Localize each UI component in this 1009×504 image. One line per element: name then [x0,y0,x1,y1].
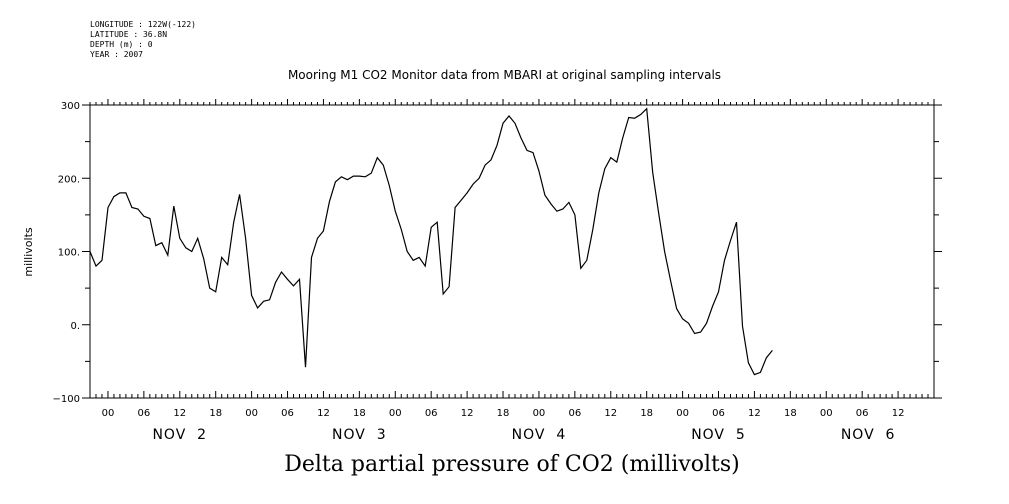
plot-frame [89,104,935,399]
y-tick-label: 300 [61,101,80,112]
x-tick-label: 12 [317,408,330,419]
day-label: NOV 5 [691,427,746,443]
day-label: NOV 2 [152,427,207,443]
x-tick-label: 18 [640,408,653,419]
x-tick-label: 18 [784,408,797,419]
x-tick-label: 12 [173,408,186,419]
day-label: NOV 6 [841,427,896,443]
x-tick-label: 00 [676,408,689,419]
x-tick-label: 12 [461,408,474,419]
day-label: NOV 3 [332,427,387,443]
day-labels: NOV 2 NOV 3 NOV 4 NOV 5 NOV 6 [152,427,896,443]
x-tick-label: 06 [281,408,294,419]
tick-marks [82,99,942,399]
x-tick-label: 00 [245,408,258,419]
depth-label: DEPTH (m) : 0 [90,40,153,49]
series-line [89,107,773,376]
year-label: YEAR : 2007 [90,50,143,59]
x-axis-title: Delta partial pressure of CO2 (millivolt… [284,452,740,477]
y-tick-label: 100. [58,248,80,259]
location-metadata: LONGITUDE : 122W(-122) LATITUDE : 36.8N … [90,20,196,60]
x-tick-label: 06 [856,408,869,419]
x-tick-label: 00 [533,408,546,419]
x-tick-label: 06 [568,408,581,419]
x-tick-label: 12 [892,408,905,419]
x-tick-label: 18 [209,408,222,419]
x-tick-label: 12 [604,408,617,419]
y-tick-label: 0. [70,321,80,332]
day-label: NOV 4 [512,427,567,443]
chart-title: Mooring M1 CO2 Monitor data from MBARI a… [287,68,722,82]
y-axis-title: millivolts [22,227,35,277]
x-tick-label: 06 [138,408,151,419]
y-tick-label: −100 [53,394,80,405]
y-tick-label: 200. [58,174,80,185]
x-tick-label: 18 [353,408,366,419]
longitude-label: LONGITUDE : 122W(-122) [90,20,196,29]
x-tick-label: 00 [389,408,402,419]
x-tick-label: 12 [748,408,761,419]
x-tick-label: 06 [425,408,438,419]
tick-labels: 300 200. 100. 0. −100 00 06 12 18 00 06 12 18 00 06 12 1… [53,101,905,419]
x-tick-label: 06 [712,408,725,419]
x-tick-label: 18 [497,408,510,419]
x-tick-label: 00 [102,408,115,419]
x-tick-label: 00 [820,408,833,419]
latitude-label: LATITUDE : 36.8N [90,30,168,39]
